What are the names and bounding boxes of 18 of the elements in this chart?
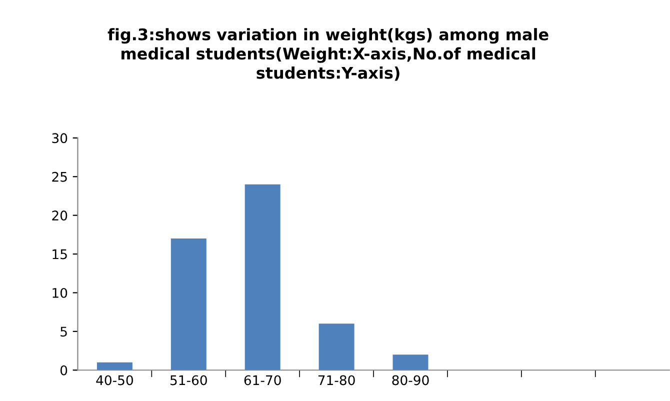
x-tick-label: 61-70 — [244, 375, 281, 386]
y-tick-label: 0 — [60, 365, 68, 376]
y-tick-label: 30 — [52, 133, 68, 144]
y-tick-label: 20 — [52, 210, 68, 221]
bar — [96, 362, 132, 370]
bar — [392, 354, 428, 370]
x-tick-label: 40-50 — [96, 375, 133, 386]
y-tick-label: 5 — [60, 326, 67, 337]
y-tick-label: 15 — [52, 249, 67, 260]
chart-title: fig.3:shows variation in weight(kgs) among male medical students(Weight:X-axis,No.of medical students:Y-axis) — [108, 28, 548, 81]
bar — [170, 238, 206, 370]
bar — [244, 184, 280, 370]
x-tick-label: 80-90 — [392, 375, 429, 386]
y-tick-label: 25 — [52, 172, 67, 182]
x-tick-label: 71-80 — [318, 375, 355, 386]
x-tick-label: 51-60 — [170, 375, 207, 386]
bar — [318, 324, 354, 370]
y-tick-label: 10 — [52, 288, 68, 298]
